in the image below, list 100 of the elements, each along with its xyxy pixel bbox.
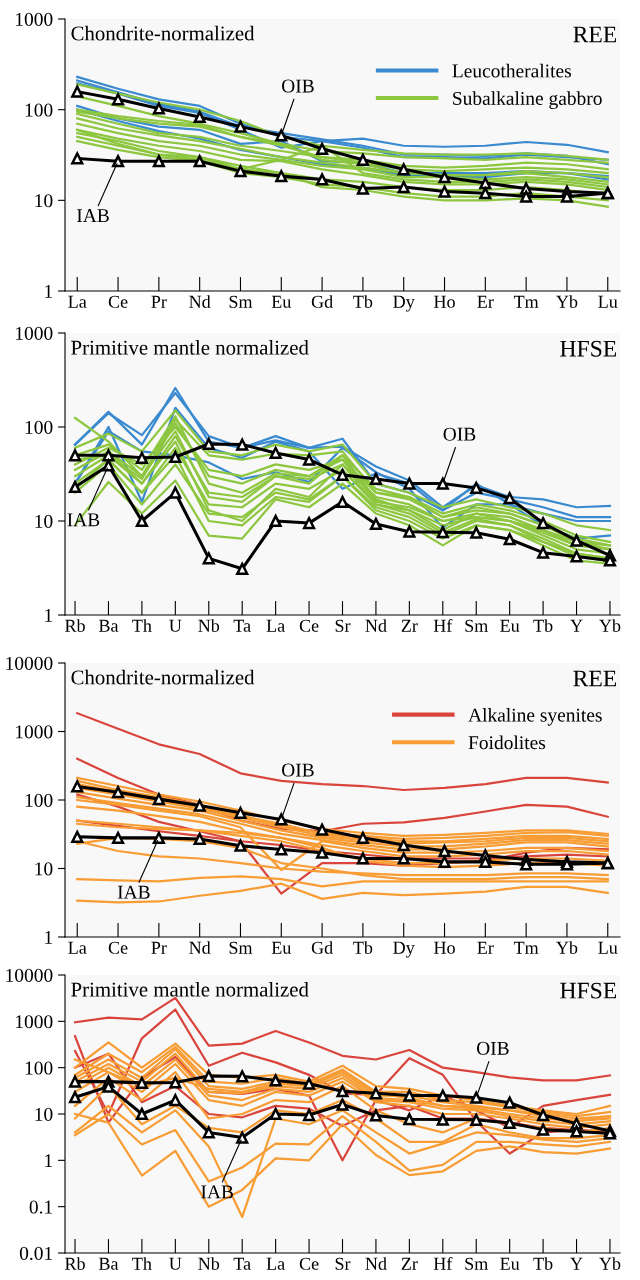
x-tick-label: Nb (198, 1257, 220, 1270)
chart-subtitle: Chondrite-normalized (71, 25, 255, 41)
legend-label: Subalkaline gabbro (453, 91, 602, 109)
x-tick-label: Eu (271, 941, 292, 954)
x-tick-label: U (169, 619, 182, 632)
x-tick-label: Rb (65, 1257, 85, 1270)
x-tick-label: Ta (233, 619, 251, 632)
y-tick-label: 1 (45, 284, 53, 298)
x-tick-label: Gd (311, 941, 333, 954)
x-tick-label: Sm (229, 941, 253, 954)
x-tick-label: Nb (198, 619, 220, 632)
chart-title: HFSE (560, 982, 617, 999)
y-tick-label: 10 (35, 514, 53, 528)
y-tick-label: 10000 (6, 656, 53, 670)
x-tick-label: Ce (299, 619, 319, 632)
legend-label: Alkaline syenites (468, 708, 602, 726)
chart-subtitle: Primitive mantle normalized (71, 340, 309, 355)
x-tick-label: Ba (98, 1257, 119, 1270)
chart-title: REE (573, 26, 617, 43)
annotation: OIB (443, 427, 476, 441)
x-tick-label: Tb (533, 619, 553, 632)
x-tick-label: Ce (299, 1257, 319, 1270)
y-tick-label: 1000 (16, 1015, 53, 1029)
x-tick-label: Ho (434, 295, 455, 308)
x-tick-label: Yb (599, 619, 621, 632)
x-tick-label: Ho (434, 941, 455, 954)
x-tick-label: Ce (108, 941, 128, 954)
x-tick-label: Eu (500, 619, 520, 632)
y-tick-label: 1000 (16, 725, 53, 739)
x-tick-label: La (68, 295, 87, 308)
y-tick-label: 100 (25, 103, 53, 117)
x-tick-label: Tb (533, 1257, 553, 1270)
annotation: OIB (282, 763, 314, 777)
y-tick-label: 1 (45, 1154, 53, 1168)
x-tick-label: Tm (513, 295, 539, 308)
annotation: OIB (476, 1041, 509, 1055)
x-tick-label: Dy (393, 941, 415, 958)
x-tick-label: Pr (151, 941, 167, 954)
x-tick-label: Sm (229, 295, 253, 308)
x-tick-label: Tm (513, 941, 539, 954)
y-tick-label: 1000 (16, 12, 53, 26)
y-tick-label: 100 (25, 793, 53, 807)
x-tick-label: Er (477, 295, 494, 308)
legend-label: Foidolites (468, 735, 546, 750)
x-tick-label: La (266, 619, 285, 632)
x-tick-label: Ba (98, 619, 119, 632)
x-tick-label: Gd (311, 295, 333, 308)
annotation: OIB (282, 79, 314, 93)
x-tick-label: Er (477, 941, 494, 954)
y-tick-label: 0.01 (19, 1246, 53, 1261)
x-tick-label: Lu (598, 941, 618, 954)
x-tick-label: Hf (433, 618, 453, 632)
x-tick-label: Dy (393, 295, 415, 312)
x-tick-label: Eu (271, 295, 292, 308)
x-tick-label: Lu (598, 295, 618, 308)
x-tick-label: Sm (465, 1257, 488, 1270)
x-tick-label: Nd (189, 295, 211, 308)
x-tick-label: La (68, 941, 87, 954)
x-tick-label: Yb (556, 295, 578, 308)
x-tick-label: Eu (500, 1257, 520, 1270)
x-tick-label: Ta (233, 1257, 251, 1270)
y-tick-label: 1 (45, 930, 53, 944)
x-tick-label: Zr (401, 1257, 418, 1270)
x-tick-label: Sm (465, 619, 488, 632)
y-tick-label: 1 (45, 608, 53, 622)
x-tick-label: Th (132, 1257, 152, 1270)
x-tick-label: Nd (365, 619, 387, 632)
y-tick-label: 1000 (16, 326, 53, 340)
x-tick-label: Sr (335, 1257, 351, 1270)
x-tick-label: Nd (365, 1257, 387, 1270)
y-tick-label: 10 (35, 862, 53, 876)
x-tick-label: Hf (433, 1256, 453, 1270)
y-tick-label: 10 (35, 194, 53, 208)
x-tick-label: Y (570, 1257, 583, 1270)
x-tick-label: Ce (108, 295, 128, 308)
y-tick-label: 10 (35, 1107, 53, 1121)
chart-subtitle: Chondrite-normalized (71, 669, 255, 685)
x-tick-label: La (266, 1257, 285, 1270)
x-tick-label: Sr (335, 619, 351, 632)
x-tick-label: Th (132, 619, 152, 632)
x-tick-label: Tb (353, 941, 373, 954)
x-tick-label: Pr (151, 295, 167, 308)
x-tick-label: Y (570, 619, 583, 632)
legend-label: Leucotheralites (452, 63, 571, 78)
x-tick-label: U (169, 1257, 182, 1270)
y-tick-label: 100 (25, 420, 53, 434)
chart-subtitle: Primitive mantle normalized (71, 981, 309, 997)
x-tick-label: Zr (401, 619, 418, 632)
y-tick-label: 0.1 (29, 1200, 53, 1214)
y-tick-label: 10000 (6, 968, 53, 982)
x-tick-label: Rb (65, 619, 85, 632)
annotation: IAB (77, 209, 109, 222)
x-tick-label: Tb (353, 295, 373, 308)
annotation: IAB (117, 885, 150, 899)
x-tick-label: Nd (189, 941, 211, 954)
x-tick-label: Yb (556, 941, 578, 954)
chart-title: HFSE (560, 340, 617, 357)
y-tick-label: 100 (25, 1061, 53, 1075)
chart-title: REE (573, 670, 617, 687)
x-tick-label: Yb (599, 1257, 621, 1270)
